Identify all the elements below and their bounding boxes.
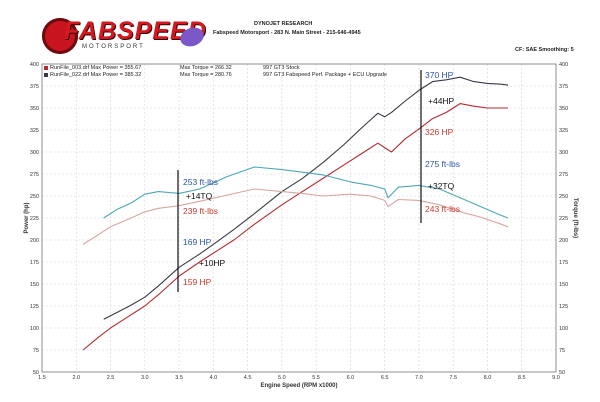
y-right-tick-label: 250 (559, 194, 568, 200)
legend-run2-desc: 997 GT3 Fabspeed Perf. Package + ECU Upg… (263, 72, 387, 78)
ann-low-torque-mod: 253 ft-lbs (183, 177, 218, 187)
y-left-tick-label: 275 (30, 172, 39, 178)
logo-subtitle: MOTORSPORT (82, 44, 145, 50)
x-tick-label: 5.0 (278, 375, 286, 381)
x-tick-label: 3.5 (175, 375, 183, 381)
y-right-tick-label: 150 (559, 282, 568, 288)
y-right-tick-label: 175 (559, 260, 568, 266)
y-left-tick-label: 375 (30, 84, 39, 90)
x-tick-label: 8.5 (518, 375, 526, 381)
ann-low-torque-stock: 239 ft-lbs (183, 206, 218, 216)
legend-run1: RunFile_003.drf Max Power = 355.67 (44, 65, 141, 71)
y-right-tick-label: 200 (559, 238, 568, 244)
x-tick-label: 7.0 (415, 375, 423, 381)
y-right-tick-label: 300 (559, 150, 568, 156)
ann-high-power-stock: 326 HP (425, 127, 454, 137)
legend-run2: RunFile_022.drf Max Power = 385.32 (44, 72, 141, 78)
legend-run1-torque: Max Torque = 266.32 (180, 65, 232, 71)
x-tick-label: 3.0 (141, 375, 149, 381)
y-left-tick-label: 200 (30, 238, 39, 244)
ann-high-torque-stock: 243 ft-lbs (425, 204, 460, 214)
logo-emblem-icon (42, 18, 78, 54)
y-right-tick-labels: 50 75 100 125 150 175 200 225 250 275 300 325 350 375… (559, 62, 568, 376)
y-right-tick-label: 275 (559, 172, 568, 178)
ann-low-power-stock: 159 HP (183, 277, 212, 287)
chart-header-address: Fabspeed Motorsport - 283 N. Main Street… (213, 30, 361, 36)
chart-settings: CF: SAE Smoothing: 5 (515, 47, 574, 53)
ann-high-torque-gain: +32TQ (428, 181, 455, 191)
y-left-tick-label: 175 (30, 260, 39, 266)
y-left-tick-label: 325 (30, 128, 39, 134)
x-tick-labels: 1.5 2.0 2.5 3.0 3.5 4.0 4.5 5.0 5.5 6.0 6.5 7.0 7.5 8… (38, 375, 560, 381)
ann-low-torque-gain: +14TQ (186, 191, 213, 201)
x-tick-label: 6.5 (381, 375, 389, 381)
legend-run1-swatch (44, 65, 48, 70)
legend-run2-swatch (44, 72, 48, 77)
x-tick-label: 8.0 (484, 375, 492, 381)
y-left-tick-label: 350 (30, 106, 39, 112)
y-left-tick-label: 50 (33, 370, 39, 376)
y-right-tick-label: 400 (559, 62, 568, 68)
y-right-tick-label: 225 (559, 216, 568, 222)
x-tick-label: 6.0 (347, 375, 355, 381)
x-tick-label: 2.5 (107, 375, 115, 381)
ann-low-power-mod: 169 HP (183, 237, 212, 247)
legend-run1-desc: 997 GT3 Stock (263, 65, 300, 71)
x-tick-label: 5.5 (312, 375, 320, 381)
y-left-tick-label: 150 (30, 282, 39, 288)
series-mod-torque (103, 166, 509, 219)
y-right-tick-label: 125 (559, 304, 568, 310)
y-left-tick-label: 400 (30, 62, 39, 68)
x-tick-label: 2.0 (72, 375, 80, 381)
series-mod-power (103, 76, 509, 320)
x-tick-label: 9.0 (552, 375, 560, 381)
y-right-tick-label: 350 (559, 106, 568, 112)
x-axis-label: Engine Speed (RPM x1000) (260, 383, 337, 389)
y-axis-left-label: Power (hp) (24, 202, 30, 233)
y-right-tick-label: 75 (559, 348, 565, 354)
y-right-tick-label: 50 (559, 370, 565, 376)
series-stock-power (82, 103, 508, 351)
ann-high-power-mod: 370 HP (425, 70, 454, 80)
y-right-tick-label: 325 (559, 128, 568, 134)
y-left-tick-label: 125 (30, 304, 39, 310)
chart-header-title: DYNOJET RESEARCH (254, 21, 313, 27)
y-left-tick-label: 100 (30, 326, 39, 332)
series-lines (82, 76, 509, 351)
y-left-tick-label: 75 (33, 348, 39, 354)
ann-low-power-gain: +10HP (199, 258, 226, 268)
x-tick-label: 4.0 (210, 375, 218, 381)
series-stock-torque (82, 188, 509, 245)
x-tick-label: 4.5 (244, 375, 252, 381)
y-left-tick-label: 225 (30, 216, 39, 222)
grid (41, 63, 557, 373)
legend-run2-label: RunFile_022.drf Max Power = 385.32 (50, 72, 142, 78)
y-left-tick-labels: 50 75 100 125 150 175 200 225 250 275 300 325 350 375… (30, 62, 39, 376)
legend-run1-label: RunFile_003.drf Max Power = 355.67 (50, 65, 142, 71)
ann-high-power-gain: +44HP (428, 96, 455, 106)
legend-run2-torque: Max Torque = 280.76 (180, 72, 232, 78)
y-left-tick-label: 300 (30, 150, 39, 156)
y-axis-right-label: Torque (ft-lbs) (572, 198, 578, 238)
y-right-tick-label: 375 (559, 84, 568, 90)
ann-high-torque-mod: 275 ft-lbs (425, 159, 460, 169)
x-tick-label: 1.5 (38, 375, 46, 381)
plot-frame (41, 63, 557, 373)
y-left-tick-label: 250 (30, 194, 39, 200)
fabspeed-logo: FABSPEED MOTORSPORT (42, 16, 207, 56)
y-right-tick-label: 100 (559, 326, 568, 332)
x-tick-label: 7.5 (449, 375, 457, 381)
